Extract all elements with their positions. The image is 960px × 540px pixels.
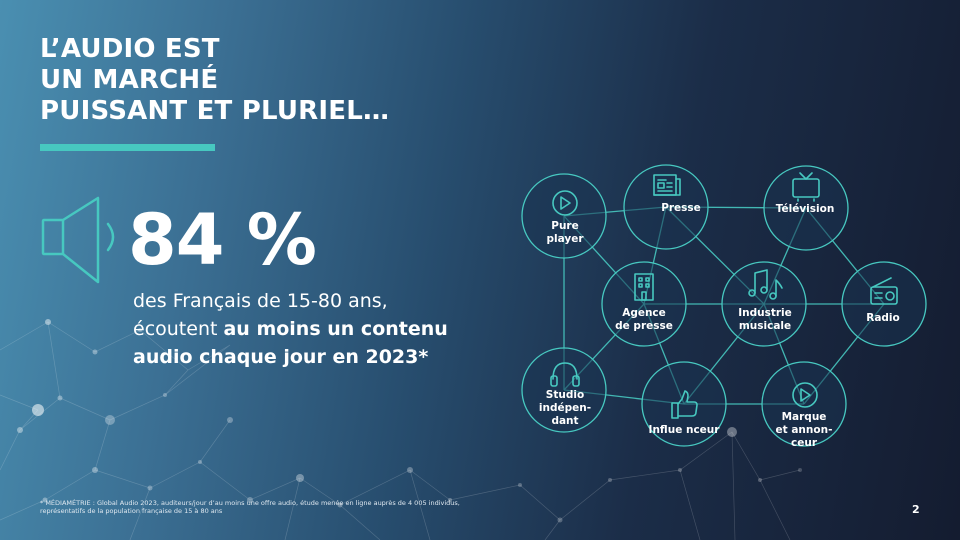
node-circle-studio-independant	[521, 347, 607, 433]
tv-icon	[792, 172, 820, 202]
node-circle-television	[763, 165, 849, 251]
node-label-line: de presse	[615, 320, 673, 332]
play-icon	[552, 190, 578, 216]
stat-description: des Français de 15-80 ans, écoutent au m…	[133, 287, 448, 371]
node-label-line: et annon-	[775, 424, 833, 436]
node-label-line: dant	[551, 415, 579, 427]
stat-line-2-bold: au moins un contenu	[223, 318, 448, 340]
footnote: * MÉDIAMÉTRIE : Global Audio 2023, audit…	[40, 499, 460, 515]
node-label-pure-player: Pure player	[546, 220, 583, 246]
node-label-line: Radio	[866, 312, 900, 324]
node-label-industrie-musicale: Industrie musicale	[738, 307, 792, 333]
node-circle-presse	[623, 164, 709, 250]
title-underline	[40, 144, 215, 151]
node-label-line: indépen-	[538, 402, 592, 414]
node-circle-agence-de-presse	[601, 261, 687, 347]
thumbs-up-icon	[671, 390, 698, 419]
newspaper-icon	[653, 174, 681, 196]
node-label-line: Pure	[551, 220, 579, 232]
stat-line-2: écoutent au moins un contenu	[133, 315, 448, 343]
node-label-line: Marque	[781, 411, 827, 423]
title-line-1: L’AUDIO EST	[40, 34, 220, 64]
play-icon	[792, 382, 818, 408]
node-label-agence-de-presse: Agence de presse	[615, 307, 673, 333]
node-label-line: Industrie	[738, 307, 792, 319]
headphones-icon	[550, 362, 580, 387]
page-number: 2	[912, 503, 920, 516]
node-circle-pure-player	[521, 173, 607, 259]
title-line-3: PUISSANT ET PLURIEL…	[40, 96, 390, 126]
node-label-line: ceur	[790, 437, 817, 449]
speaker-icon	[41, 196, 115, 284]
node-label-marque-annonceur: Marque et annon- ceur	[776, 411, 833, 450]
building-icon	[634, 273, 654, 301]
page-title: L’AUDIO EST UN MARCHÉ PUISSANT ET PLURIE…	[40, 34, 389, 127]
footnote-line-2: représentatifs de la population français…	[40, 507, 223, 515]
node-label-studio-independant: Studio indépen- dant	[539, 389, 591, 428]
node-label-influenceur: Influe nceur	[649, 424, 720, 437]
audio-actors-network	[521, 164, 927, 447]
footnote-line-1: * MÉDIAMÉTRIE : Global Audio 2023, audit…	[40, 499, 460, 507]
title-line-2: UN MARCHÉ	[40, 65, 219, 95]
stat-line-3: audio chaque jour en 2023*	[133, 346, 429, 368]
radio-icon	[870, 277, 898, 305]
node-label-line: Presse	[661, 202, 701, 214]
node-label-radio: Radio	[866, 312, 900, 325]
node-label-line: player	[546, 233, 584, 245]
node-label-line: Influe nceur	[648, 424, 720, 436]
node-circle-influenceur	[641, 361, 727, 447]
node-label-presse: Presse	[661, 202, 701, 215]
stat-line-1: des Français de 15-80 ans,	[133, 290, 388, 312]
node-label-line: Studio	[545, 389, 585, 401]
stat-line-2-regular: écoutent	[133, 318, 224, 340]
stat-percentage: 84 %	[128, 199, 317, 281]
music-notes-icon	[748, 269, 783, 300]
node-label-line: musicale	[738, 320, 792, 332]
node-label-line: Agence	[622, 307, 666, 319]
node-circle-industrie-musicale	[721, 261, 807, 347]
node-circle-marque-annonceur	[761, 361, 847, 447]
node-label-line: Télévision	[775, 203, 835, 215]
node-label-television: Télévision	[776, 203, 835, 216]
